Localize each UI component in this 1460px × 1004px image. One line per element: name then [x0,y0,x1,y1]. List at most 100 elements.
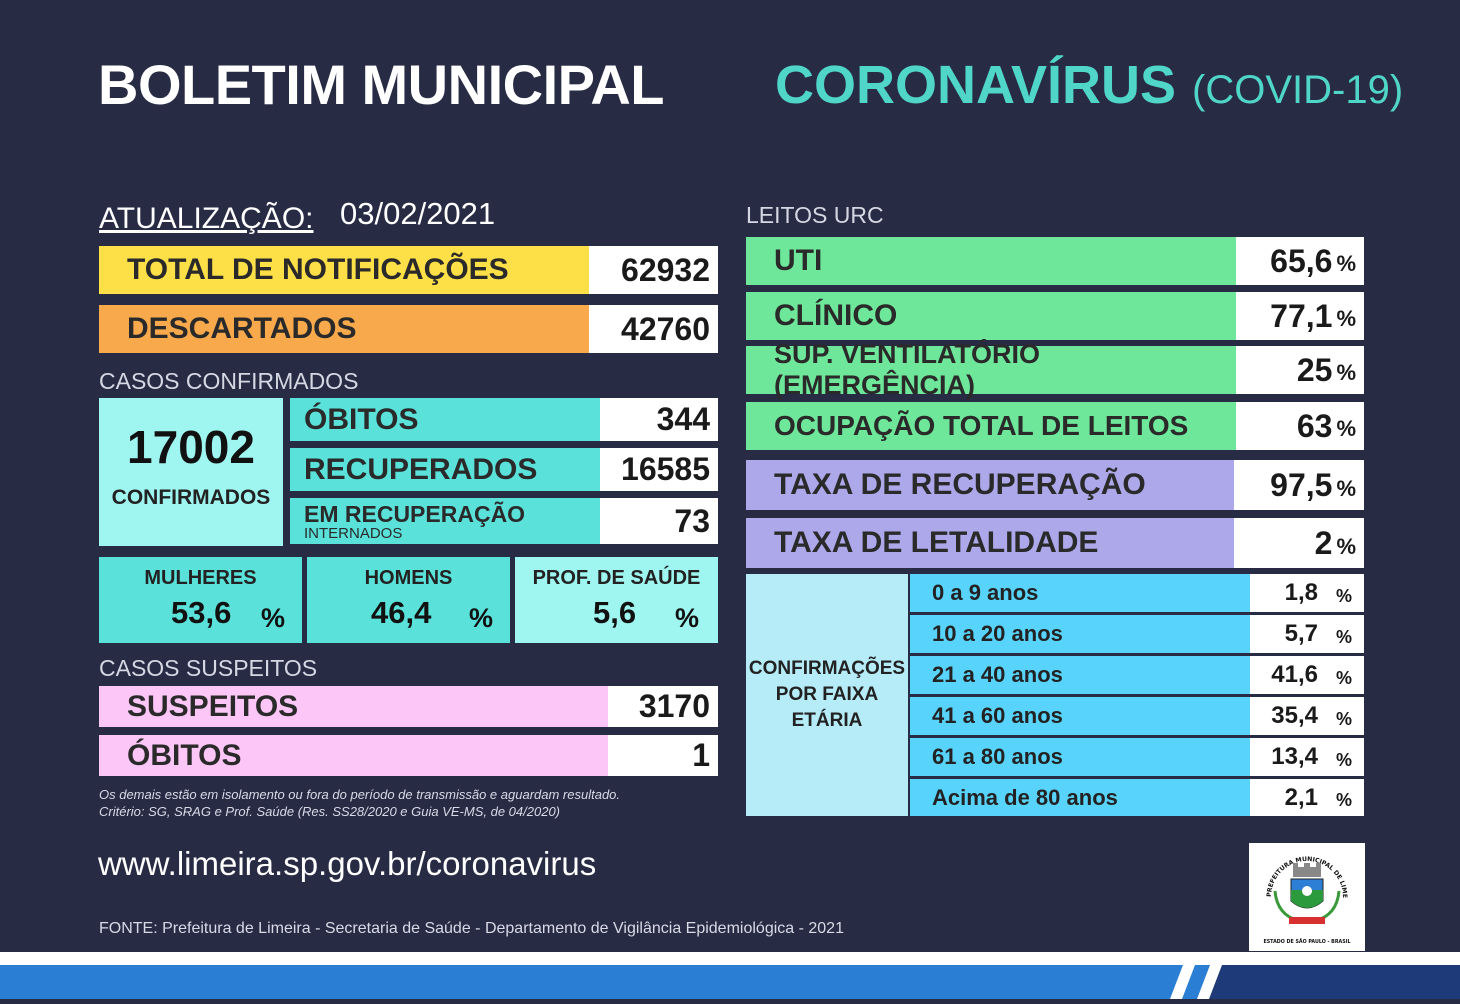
age-row-unit: % [1335,790,1352,810]
suspects-value: 3170 [608,686,718,727]
bed-ventilation-value: 25% [1236,346,1364,394]
suspected-deaths-value: 1 [608,735,718,776]
health-workers-box: PROF. DE SAÚDE 5,6 % [515,557,718,643]
deaths-label: ÓBITOS [290,398,600,441]
health-workers-unit: % [675,603,700,633]
recovered-label: RECUPERADOS [290,448,600,491]
men-value: 46,4 [371,595,432,630]
men-box: HOMENS 46,4 % [307,557,510,643]
footnote-line-1: Os demais estão em isolamento ou fora do… [99,787,621,802]
recovery-rate-label: TAXA DE RECUPERAÇÃO [746,460,1234,510]
age-row-label: 41 a 60 anos [910,697,1250,735]
total-notifications-label: TOTAL DE NOTIFICAÇÕES [99,246,589,294]
age-row-number: 13,4 [1271,743,1318,770]
bed-total-occupancy-value: 63% [1236,402,1364,450]
age-title-line-3: ETÁRIA [791,710,863,731]
beds-section-title: LEITOS URC [746,202,884,228]
bed-uti-label: UTI [746,237,1236,285]
discarded-value: 42760 [589,305,718,353]
age-row-label: 61 a 80 anos [910,738,1250,776]
recovering-label: EM RECUPERAÇÃO [304,501,526,527]
age-row-unit: % [1335,749,1352,770]
bed-clinical-label: CLÍNICO [746,292,1236,340]
recovered-value: 16585 [600,448,718,491]
suspected-section-title: CASOS SUSPEITOS [99,655,318,681]
bed-ventilation-unit: % [1336,360,1356,385]
bottom-stripe-graphic [0,952,1460,999]
women-box: MULHERES 53,6 % [99,557,302,643]
lethality-rate-number: 2 [1314,524,1333,561]
age-row-label: 10 a 20 anos [910,615,1250,653]
bed-total-occupancy-label: OCUPAÇÃO TOTAL DE LEITOS [746,402,1236,450]
age-row-number: 1,8 [1284,579,1318,606]
suspected-deaths-label: ÓBITOS [99,735,608,776]
bottom-bar [0,952,1460,999]
women-label: MULHERES [144,567,257,589]
health-workers-label: PROF. DE SAÚDE [532,567,701,589]
age-title-line-2: POR FAIXA [775,684,879,705]
men-label: HOMENS [364,567,453,589]
confirmed-total-box: 17002 CONFIRMADOS [99,398,283,546]
source-text: FONTE: Prefeitura de Limeira - Secretari… [99,920,844,937]
footnote-line-2: Critério: SG, SRAG e Prof. Saúde (Res. S… [99,804,561,819]
update-date: 03/02/2021 [340,196,496,231]
age-row-value: 2,1% [1250,779,1364,816]
age-row-unit: % [1335,708,1352,729]
bed-total-occupancy-number: 63 [1296,407,1333,444]
age-row-unit: % [1335,667,1352,688]
age-row-value: 13,4% [1250,738,1364,776]
bed-uti-value: 65,6% [1236,237,1364,285]
age-row-value: 1,8% [1250,574,1364,612]
bed-total-occupancy-unit: % [1336,416,1356,441]
recovery-rate-unit: % [1336,476,1356,501]
lethality-rate-unit: % [1336,534,1356,559]
bed-uti-unit: % [1336,251,1356,276]
health-workers-value: 5,6 [593,595,637,630]
age-row-unit: % [1335,585,1352,606]
lethality-rate-label: TAXA DE LETALIDADE [746,518,1234,568]
suspects-label: SUSPEITOS [99,686,608,727]
confirmed-total-value: 17002 [127,421,255,473]
men-unit: % [469,603,494,633]
update-label: ATUALIZAÇÃO: [99,202,314,235]
lethality-rate-value: 2% [1234,518,1364,568]
topic-title: CORONAVÍRUS [775,55,1177,115]
age-row-number: 41,6 [1271,661,1318,688]
bed-ventilation-number: 25 [1296,351,1333,388]
city-seal: PREFEITURA MUNICIPAL DE LIMEIRA ESTADO D… [1247,838,1365,951]
age-row-number: 2,1 [1284,783,1318,811]
discarded-label: DESCARTADOS [99,305,589,353]
age-title-box: CONFIRMAÇÕES POR FAIXA ETÁRIA [746,574,908,816]
recovering-value: 73 [600,498,718,544]
age-row-label: 21 a 40 anos [910,656,1250,694]
age-row-unit: % [1335,626,1352,647]
bed-clinical-unit: % [1336,306,1356,331]
page-title: BOLETIM MUNICIPAL [98,53,664,116]
topic-subtitle: (COVID-19) [1192,68,1404,112]
age-row-label: Acima de 80 anos [910,779,1250,816]
age-row-label: 0 a 9 anos [910,574,1250,612]
coat-of-arms-icon: PREFEITURA MUNICIPAL DE LIMEIRA ESTADO D… [1247,838,1351,945]
age-row-number: 5,7 [1284,620,1318,647]
topic-heading: CORONAVÍRUS (COVID-19) [775,54,1403,116]
women-value: 53,6 [171,595,232,630]
confirmed-total-label: CONFIRMADOS [111,486,271,509]
recovering-sublabel: INTERNADOS [304,525,403,542]
bed-clinical-number: 77,1 [1270,297,1333,334]
bed-uti-number: 65,6 [1270,242,1333,279]
confirmed-section-title: CASOS CONFIRMADOS [99,368,359,394]
age-title-line-1: CONFIRMAÇÕES [748,658,906,679]
total-notifications-value: 62932 [589,246,718,294]
deaths-value: 344 [600,398,718,441]
women-unit: % [261,603,286,633]
recovery-rate-value: 97,5% [1234,460,1364,510]
website-link[interactable]: www.limeira.sp.gov.br/coronavirus [98,845,597,882]
age-row-number: 35,4 [1271,702,1318,729]
age-row-value: 5,7% [1250,615,1364,653]
age-row-value: 35,4% [1250,697,1364,735]
bed-clinical-value: 77,1% [1236,292,1364,340]
bed-ventilation-label: SUP. VENTILATÓRIO (EMERGÊNCIA) [746,339,1236,400]
recovering-label-box: EM RECUPERAÇÃO INTERNADOS [290,498,600,544]
age-row-value: 41,6% [1250,656,1364,694]
recovery-rate-number: 97,5 [1270,466,1333,503]
